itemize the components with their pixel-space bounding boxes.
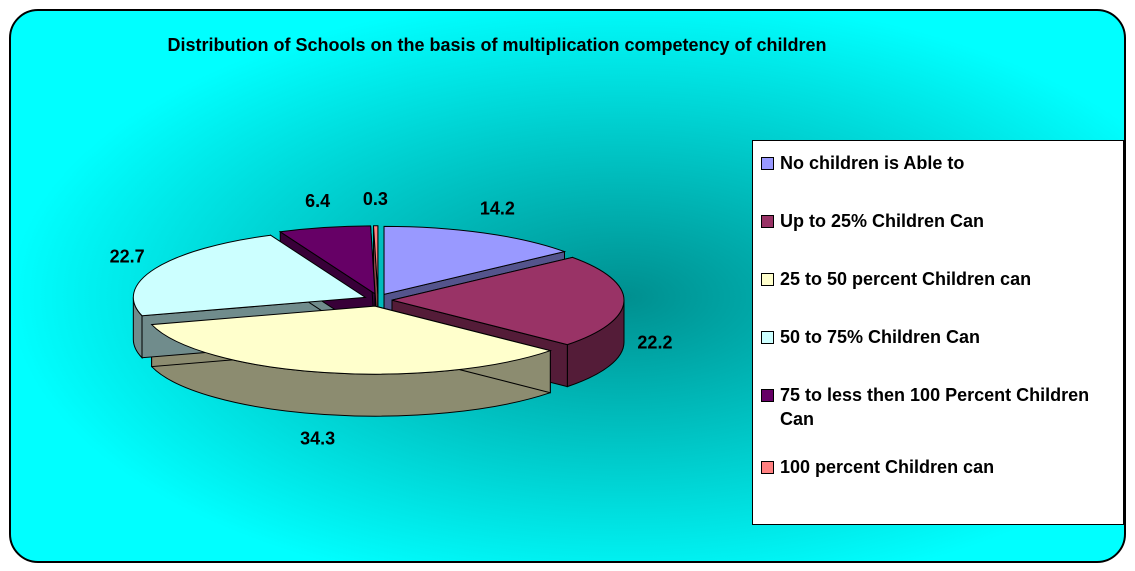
data-labels: 14.2 22.2 34.3 22.7 6.4 0.3 <box>110 189 673 449</box>
pie-tops <box>132 225 625 375</box>
legend-label: 25 to 50 percent Children can <box>780 269 1032 289</box>
data-label: 14.2 <box>480 199 515 219</box>
legend-label: 75 to less then 100 Percent Children Can <box>780 385 1090 429</box>
legend-item: 75 to less then 100 Percent Children Can <box>761 383 1115 455</box>
legend-label: Up to 25% Children Can <box>780 211 985 231</box>
legend: No children is Able to Up to 25% Children… <box>752 140 1124 525</box>
legend-item: No children is Able to <box>761 151 1115 209</box>
pie-slice <box>391 256 625 346</box>
legend-swatch <box>761 215 774 228</box>
legend-swatch <box>761 461 774 474</box>
legend-label: 100 percent Children can <box>780 457 995 477</box>
pie-slice <box>150 305 553 375</box>
data-label: 22.2 <box>637 332 672 352</box>
pie-slice <box>372 225 379 294</box>
legend-swatch <box>761 389 774 402</box>
legend-item: 50 to 75% Children Can <box>761 325 1115 383</box>
legend-item: Up to 25% Children Can <box>761 209 1115 267</box>
data-label: 0.3 <box>363 189 388 209</box>
pie-slice <box>383 225 567 295</box>
data-label: 34.3 <box>300 428 335 448</box>
chart-title: Distribution of Schools on the basis of … <box>167 35 826 55</box>
legend-swatch <box>761 157 774 170</box>
legend-item: 100 percent Children can <box>761 455 1115 513</box>
legend-label: 50 to 75% Children Can <box>780 327 981 347</box>
data-label: 22.7 <box>110 246 145 266</box>
legend-item: 25 to 50 percent Children can <box>761 267 1115 325</box>
pie-slice <box>278 225 376 295</box>
legend-label: No children is Able to <box>780 153 965 173</box>
legend-swatch <box>761 331 774 344</box>
pie-slice <box>132 234 367 317</box>
legend-swatch <box>761 273 774 286</box>
data-label: 6.4 <box>305 191 330 211</box>
